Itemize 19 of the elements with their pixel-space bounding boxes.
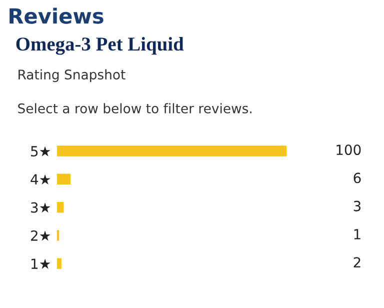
data-label: 1 [354, 229, 360, 240]
chart-subtitle: Omega-3 Pet Liquid [16, 36, 184, 55]
bar [56, 174, 71, 184]
y-tick-label: 3★ [31, 202, 50, 213]
text: Select a row below to filter reviews. [18, 103, 252, 114]
y-tick-label: 2★ [31, 230, 50, 241]
bar [56, 146, 287, 156]
chart-title: Reviews [10, 8, 104, 24]
bar [56, 258, 62, 269]
data-label: 6 [354, 172, 361, 184]
y-tick-label: 1★ [32, 258, 50, 269]
data-label: 2 [354, 257, 360, 268]
data-label: 100 [336, 144, 361, 156]
text: Rating Snapshot [18, 69, 126, 82]
data-label: 3 [354, 200, 361, 212]
bar [56, 202, 64, 213]
y-tick-label: 4★ [30, 174, 50, 184]
y-tick-label: 5★ [31, 146, 50, 156]
bar [56, 230, 60, 241]
